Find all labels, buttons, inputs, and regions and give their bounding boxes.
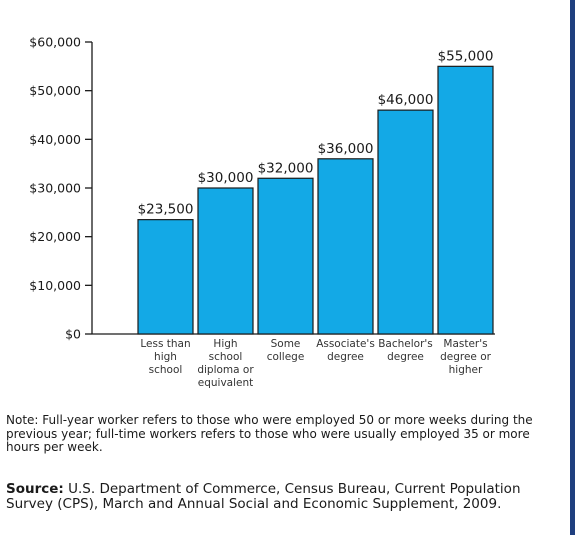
x-category-label: Less than high school <box>140 338 190 376</box>
y-tick-label: $60,000 <box>29 35 81 50</box>
source-label: Source: <box>6 481 64 497</box>
bar <box>197 187 254 335</box>
x-category-label-line: High <box>213 338 237 350</box>
x-category-label: High school diploma or equivalent <box>197 338 254 389</box>
x-category-label-line: high <box>154 351 177 363</box>
x-category-label: Master's degree or higher <box>440 338 492 376</box>
source-text: U.S. Department of Commerce, Census Bure… <box>6 481 521 512</box>
data-labels: $23,500$30,000$32,000$36,000 $46,000 $55,0… <box>138 48 494 217</box>
bar <box>377 109 434 335</box>
x-category-label-line: Bachelor's <box>378 338 433 350</box>
x-category-label-line: Less than <box>140 338 190 350</box>
bar-value-label: $30,000 <box>198 170 254 186</box>
bar <box>317 158 374 335</box>
bar-value-label: $55,000 <box>438 48 494 64</box>
chart-source: Source: U.S. Department of Commerce, Cen… <box>6 482 566 512</box>
y-tick-label: $50,000 <box>29 83 81 98</box>
x-category-label-line: Master's <box>443 338 487 350</box>
x-category-label-line: Some <box>271 338 301 350</box>
x-category-label-line: degree <box>387 351 424 363</box>
page-frame-right-border <box>570 0 575 535</box>
y-tick-label: $30,000 <box>29 181 81 196</box>
bar-value-label: $23,500 <box>138 202 194 218</box>
bar-value-label: $36,000 <box>318 141 374 157</box>
x-category-label: Bachelor's degree <box>378 338 433 363</box>
x-category-label: Some college <box>267 338 305 363</box>
bar <box>257 177 314 335</box>
chart-note: Note: Full-year worker refers to those w… <box>6 413 533 454</box>
x-category-label-line: school <box>149 364 183 376</box>
bar-value-label: $46,000 <box>378 92 434 108</box>
x-category-label-line: degree or <box>440 351 492 363</box>
y-tick-label: $40,000 <box>29 132 81 147</box>
bars <box>137 65 494 335</box>
y-tick-label: $0 <box>65 327 81 342</box>
x-category-label-line: equivalent <box>198 377 254 389</box>
x-category-label-line: college <box>267 351 305 363</box>
x-category-label-line: school <box>209 351 243 363</box>
bar <box>437 65 494 335</box>
x-category-label-line: Associate's <box>316 338 375 350</box>
bar <box>137 219 194 335</box>
bar-chart: $0 $10,000 $20,000 $30,000 $40,000 $50,000 $60… <box>29 35 495 389</box>
bar-value-label: $32,000 <box>258 160 314 176</box>
y-tick-label: $20,000 <box>29 229 81 244</box>
x-category-label-line: degree <box>327 351 364 363</box>
y-tick-label: $10,000 <box>29 278 81 293</box>
x-category-label: Associate's degree <box>316 338 375 363</box>
x-category-label-line: diploma or <box>197 364 254 376</box>
x-category-label-line: higher <box>449 364 483 376</box>
